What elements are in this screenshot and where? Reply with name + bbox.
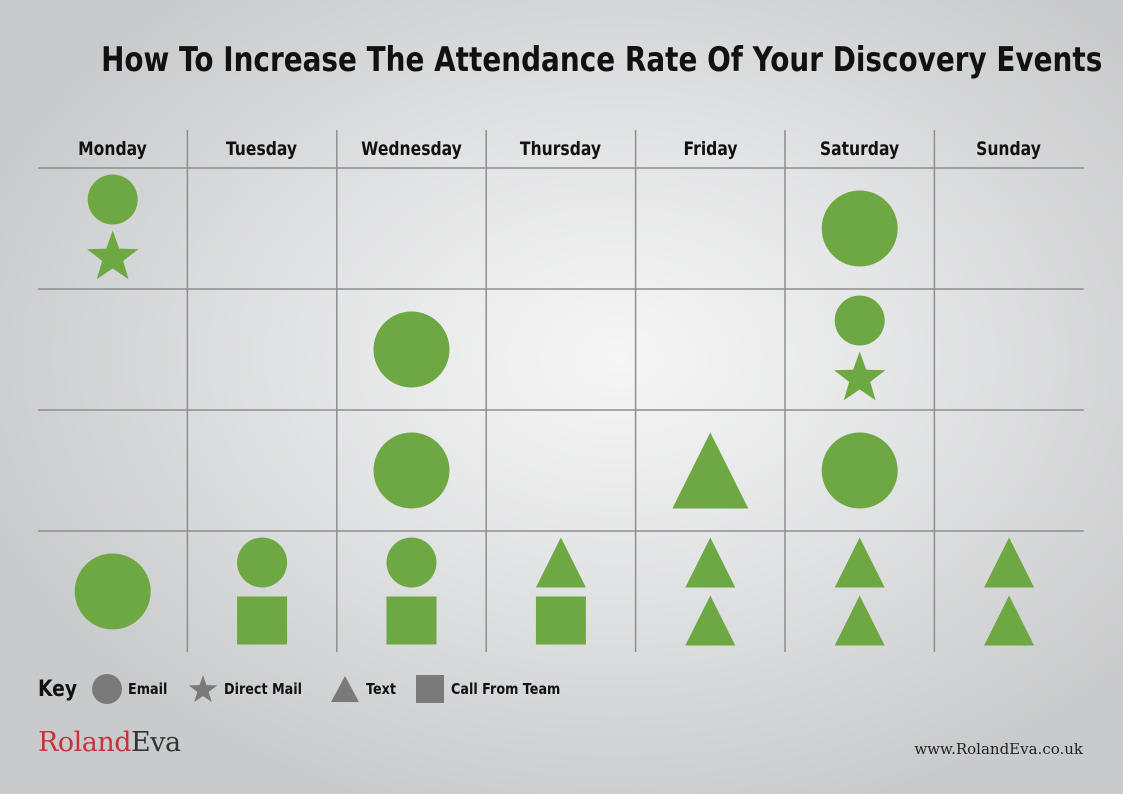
day-header-sunday: Sunday <box>976 138 1042 160</box>
text-triangle <box>672 432 749 509</box>
day-header-wednesday: Wednesday <box>360 138 462 160</box>
email-circle <box>386 537 437 588</box>
brand-url[interactable]: www.RolandEva.co.uk <box>914 740 1083 758</box>
text-triangle <box>685 595 736 646</box>
email-circle <box>821 190 898 267</box>
day-header-saturday: Saturday <box>819 138 900 160</box>
square-icon <box>416 675 445 703</box>
key-label-direct-mail: Direct Mail <box>224 680 303 698</box>
text-triangle <box>984 537 1035 588</box>
email-circle <box>821 432 898 509</box>
call-square <box>386 596 437 645</box>
text-triangle <box>685 537 736 588</box>
key-item-email: Email <box>91 674 174 704</box>
triangle-icon <box>331 676 360 702</box>
star-icon <box>188 675 218 703</box>
brand-logo-part1: Roland <box>38 727 132 758</box>
key-item-text: Text <box>330 674 401 704</box>
email-circle <box>74 553 151 630</box>
email-circle <box>373 311 450 388</box>
circle-icon <box>91 674 122 704</box>
text-triangle <box>834 595 885 646</box>
call-square <box>535 596 586 645</box>
email-circle <box>373 432 450 509</box>
direct-mail-star <box>834 351 886 401</box>
day-header-thursday: Thursday <box>520 138 602 160</box>
text-triangle <box>834 537 885 588</box>
email-circle <box>834 295 885 346</box>
email-circle <box>87 174 138 225</box>
key-label-email: Email <box>127 680 168 698</box>
email-circle <box>237 537 288 588</box>
key-legend: Key Email Direct Mail Text Call From Tea… <box>38 672 594 706</box>
key-item-call: Call From Team <box>415 674 580 704</box>
direct-mail-star <box>87 230 139 280</box>
day-header-tuesday: Tuesday <box>226 138 298 160</box>
brand-logo: RolandEva <box>38 727 181 758</box>
day-header-monday: Monday <box>78 138 147 160</box>
call-square <box>237 596 288 645</box>
key-item-direct-mail: Direct Mail <box>188 674 316 704</box>
page-title: How To Increase The Attendance Rate Of Y… <box>101 40 1103 80</box>
day-header-friday: Friday <box>683 138 738 160</box>
text-triangle <box>535 537 586 588</box>
text-triangle <box>984 595 1035 646</box>
brand-logo-part2: Eva <box>131 727 181 758</box>
key-label-call: Call From Team <box>451 680 561 698</box>
key-title: Key <box>38 676 78 702</box>
key-label-text: Text <box>366 680 396 698</box>
